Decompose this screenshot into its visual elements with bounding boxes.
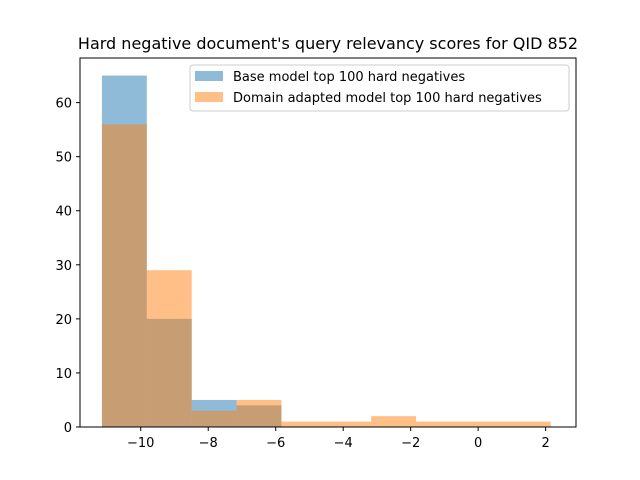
x-tick-label: −6 [266,436,285,451]
bar-series-1-bin-8 [460,421,506,427]
legend-box [189,64,570,112]
bar-series-1-bin-7 [416,421,461,427]
y-tick-label: 30 [55,259,72,274]
x-tick-label: −4 [334,436,353,451]
y-tick-label: 50 [55,151,72,166]
bar-series-1-bin-4 [281,421,327,427]
x-tick-label: −8 [199,436,218,451]
bar-series-1-bin-9 [505,421,551,427]
y-tick-label: 0 [64,421,72,436]
bars-layer [101,75,551,427]
legend-swatch-base [195,71,223,81]
plot-frame [79,57,577,428]
y-tick-label: 20 [55,313,72,328]
legend-swatch-domain-adapted [195,92,223,102]
x-axis: −10 −8 −6 −4 −2 0 2 [127,427,550,451]
bar-series-1-bin-5 [326,421,372,427]
y-tick-label: 60 [55,97,72,112]
legend-label-domain-adapted: Domain adapted model top 100 hard negati… [233,91,542,106]
legend-label-base: Base model top 100 hard negatives [233,70,465,85]
legend: Base model top 100 hard negatives Domain… [189,64,570,112]
x-tick-label: 2 [541,436,549,451]
bar-series-1-bin-6 [371,416,417,427]
y-axis: 0 10 20 30 40 50 60 [55,97,80,436]
bar-series-1-bin-0 [101,124,147,427]
x-tick-label: −10 [127,436,154,451]
bar-series-1-bin-2 [191,410,237,427]
x-tick-label: 0 [474,436,482,451]
chart-title: Hard negative document's query relevancy… [78,34,578,53]
y-tick-label: 40 [55,205,72,220]
bar-series-1-bin-3 [236,399,282,427]
y-tick-label: 10 [55,367,72,382]
bar-series-1-bin-1 [146,270,192,427]
x-tick-label: −2 [401,436,420,451]
